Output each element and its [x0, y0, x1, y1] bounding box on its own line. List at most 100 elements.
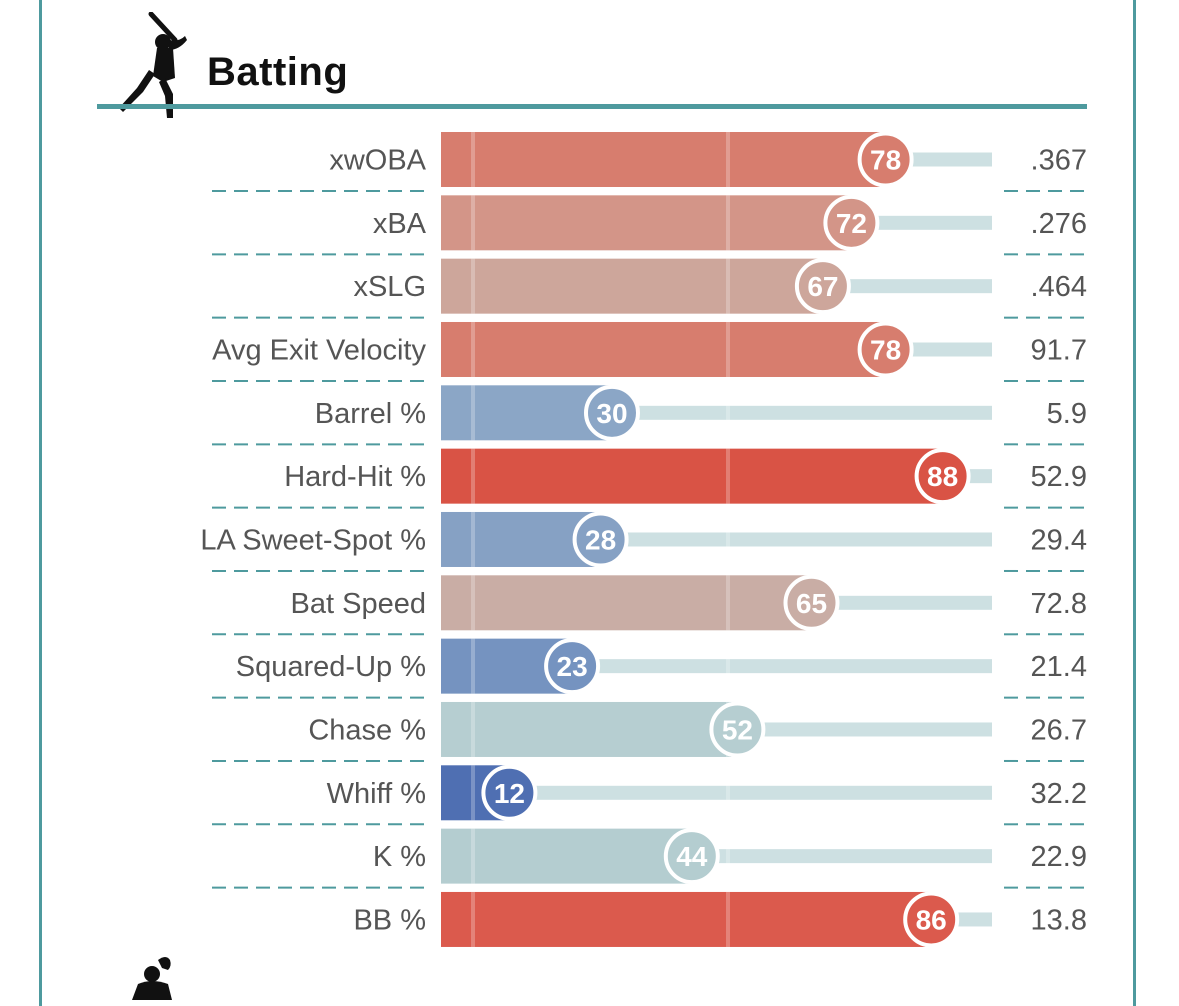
percentile-label: 23: [557, 651, 588, 682]
percentile-badge: [584, 384, 640, 441]
metric-label: Bat Speed: [291, 588, 426, 620]
reference-line: [471, 385, 475, 441]
reference-line: [1011, 638, 1015, 694]
reference-line: [726, 448, 730, 504]
reference-line: [471, 891, 475, 947]
reference-line: [471, 448, 475, 504]
percentile-label: 88: [927, 461, 958, 492]
stat-value: 13.8: [1031, 904, 1087, 936]
metric-label: xwOBA: [329, 145, 426, 177]
reference-line: [1011, 828, 1015, 884]
metric-label: xSLG: [353, 271, 426, 303]
percentile-label: 65: [796, 588, 827, 619]
reference-line: [1011, 448, 1015, 504]
track-line: [509, 785, 992, 800]
reference-line: [471, 258, 475, 314]
percentile-label: 12: [494, 778, 525, 809]
percentile-bar: [441, 448, 943, 504]
reference-line: [726, 828, 730, 884]
track-line: [851, 215, 992, 230]
reference-line: [726, 195, 730, 251]
percentile-label: 78: [870, 145, 901, 176]
section-title: Batting: [207, 50, 349, 94]
reference-line: [726, 638, 730, 694]
reference-line: [1011, 765, 1015, 821]
percentile-label: 67: [807, 271, 838, 302]
track-line: [822, 279, 992, 294]
percentile-label: 72: [836, 208, 867, 239]
reference-line: [726, 385, 730, 441]
percentile-badge: [857, 131, 914, 188]
reference-line: [726, 891, 730, 947]
reference-line: [471, 828, 475, 884]
reference-line: [1011, 385, 1015, 441]
reference-line: [471, 575, 475, 631]
percentile-badge: [709, 701, 766, 758]
stat-value: 22.9: [1031, 841, 1087, 873]
stat-value: 72.8: [1031, 588, 1087, 620]
track-line: [600, 532, 992, 547]
metric-label: Chase %: [308, 714, 426, 746]
reference-line: [471, 765, 475, 821]
percentile-bar: [441, 828, 692, 884]
stat-value: 26.7: [1031, 714, 1087, 746]
reference-line: [1011, 511, 1015, 567]
reference-line: [726, 511, 730, 567]
percentile-badge: [572, 511, 629, 568]
percentile-bar: [441, 258, 823, 314]
percentile-label: 86: [916, 904, 947, 935]
reference-line: [1011, 258, 1015, 314]
metric-label: Whiff %: [327, 778, 426, 810]
metric-label: Squared-Up %: [236, 651, 426, 683]
reference-line: [471, 638, 475, 694]
metric-label: Hard-Hit %: [284, 461, 426, 493]
stat-value: 29.4: [1031, 524, 1087, 556]
percentile-label: 44: [676, 841, 708, 872]
reference-line: [1011, 891, 1015, 947]
stat-value: .367: [1031, 145, 1087, 177]
reference-line: [471, 511, 475, 567]
reference-line: [726, 132, 730, 187]
reference-line: [1011, 132, 1015, 187]
percentile-label: 52: [722, 714, 753, 745]
reference-line: [726, 575, 730, 631]
metric-label: Avg Exit Velocity: [212, 334, 426, 366]
percentile-bar: [441, 321, 886, 377]
reference-line: [726, 258, 730, 314]
reference-line: [726, 765, 730, 821]
percentile-badge: [544, 638, 601, 695]
percentile-bar: [441, 701, 738, 757]
percentile-badge: [914, 448, 971, 505]
reference-line: [1011, 701, 1015, 757]
reference-line: [471, 132, 475, 187]
stat-value: 52.9: [1031, 461, 1087, 493]
percentile-badge: [783, 574, 840, 631]
track-line: [691, 849, 992, 864]
stat-value: .464: [1031, 271, 1087, 303]
track-line: [737, 722, 992, 737]
reference-line: [471, 195, 475, 251]
reference-line: [471, 321, 475, 377]
percentile-badge: [663, 828, 720, 885]
track-line: [612, 405, 992, 420]
percentile-bar: [441, 575, 812, 631]
track-line: [811, 595, 992, 610]
percentile-label: 78: [870, 334, 901, 365]
metric-label: BB %: [353, 904, 426, 936]
fielder-silhouette-icon: [132, 957, 172, 1000]
metric-label: K %: [373, 841, 426, 873]
stat-value: 91.7: [1031, 334, 1087, 366]
percentile-badge: [857, 321, 914, 378]
percentile-bar: [441, 385, 612, 441]
track-line: [572, 659, 992, 674]
percentile-label: 30: [596, 398, 627, 429]
percentile-label: 28: [585, 524, 616, 555]
reference-line: [471, 701, 475, 757]
percentile-badge: [823, 194, 880, 251]
reference-line: [1011, 321, 1015, 377]
card-frame: [39, 0, 1136, 1006]
stat-value: 5.9: [1047, 398, 1087, 430]
percentile-bar: [441, 195, 852, 251]
percentile-bar: [441, 132, 886, 187]
